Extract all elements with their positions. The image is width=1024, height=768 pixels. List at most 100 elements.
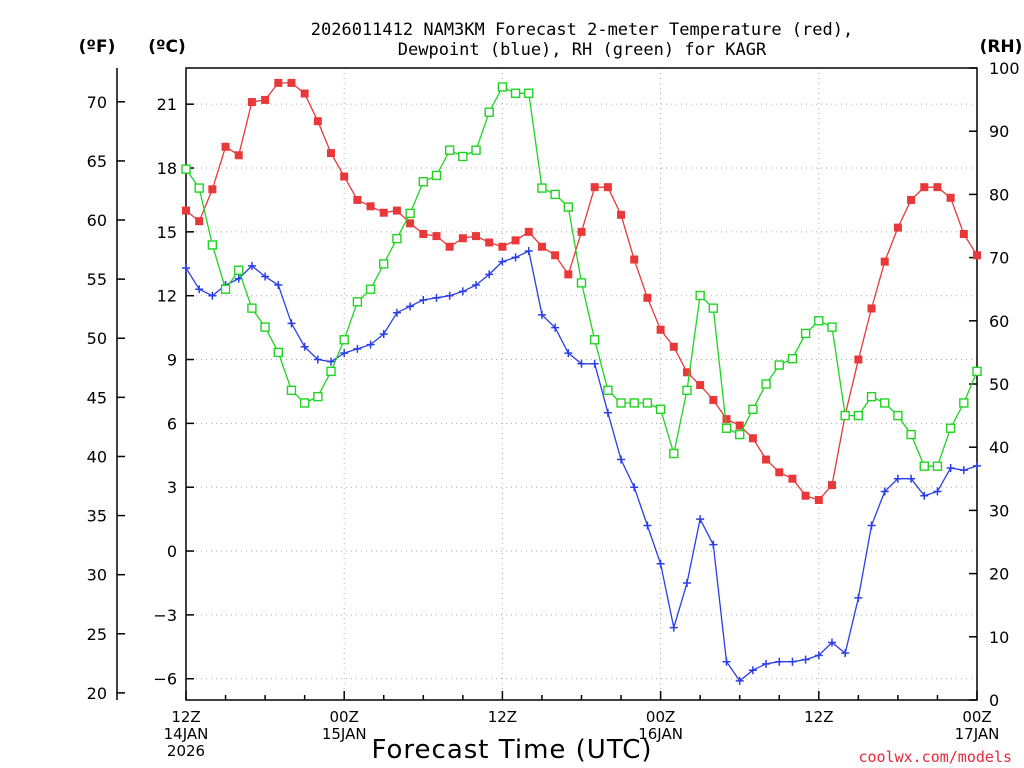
fahrenheit-tick-label: 30 (87, 566, 107, 585)
temperature-point (748, 434, 757, 443)
dewpoint-point (537, 310, 546, 319)
temperature-point (617, 210, 626, 219)
rh-point (629, 398, 639, 408)
chart-title-line1: 2026011412 NAM3KM Forecast 2-meter Tempe… (311, 20, 853, 40)
dewpoint-point (617, 455, 626, 464)
dewpoint-point (841, 649, 850, 658)
dewpoint-point (775, 657, 784, 666)
celsius-tick-label: 3 (167, 478, 177, 497)
rh-point (181, 164, 191, 174)
rh-point (721, 423, 732, 433)
temperature-point (801, 491, 810, 500)
x-tick-label: 15JAN (322, 725, 367, 743)
rh-point (880, 398, 890, 408)
rh-point (299, 398, 310, 408)
rh-point (748, 404, 758, 414)
temperature-point (893, 223, 902, 232)
dewpoint-point (564, 349, 573, 358)
temperature-point (524, 227, 533, 236)
rh-series-line (185, 86, 978, 467)
temperature-point (247, 98, 256, 107)
temperature-point (696, 381, 705, 390)
dewpoint-point (551, 323, 560, 332)
rh-point (431, 170, 442, 181)
fahrenheit-tick-label: 50 (87, 329, 107, 348)
dewpoint-point (933, 487, 942, 496)
temperature-point (867, 304, 876, 313)
rh-point (207, 240, 218, 250)
temperature-point (722, 415, 731, 424)
rh-point (563, 202, 574, 212)
temperature-point (775, 468, 784, 477)
x-tick-label: 17JAN (955, 725, 1000, 743)
rh-point (603, 385, 613, 396)
temperature-point (261, 95, 270, 104)
dewpoint-point (379, 329, 388, 338)
rh-point (708, 303, 719, 313)
dewpoint-point (669, 623, 678, 632)
rh-point (919, 461, 929, 471)
rh-tick-label: 40 (989, 438, 1009, 457)
temperature-point (973, 251, 981, 260)
temperature-point (379, 208, 388, 217)
dewpoint-point (485, 270, 494, 279)
dewpoint-point (880, 487, 889, 496)
temperature-point (959, 229, 968, 238)
dewpoint-point (419, 295, 428, 304)
x-tick-label: 14JAN (164, 725, 209, 743)
rh-point (497, 82, 508, 92)
rh-point (260, 322, 270, 332)
rh-point (616, 398, 626, 408)
dewpoint-series-line (185, 250, 978, 682)
fahrenheit-tick-label: 60 (87, 211, 107, 230)
x-tick-label: 00Z (646, 708, 675, 726)
temperature-point (577, 227, 586, 236)
rh-point (814, 316, 824, 326)
temperature-point (709, 395, 718, 404)
dewpoint-point (590, 359, 599, 368)
dewpoint-point (392, 308, 401, 317)
rh-point (774, 360, 784, 370)
rh-point (286, 385, 297, 396)
x-tick-label: 12Z (804, 708, 833, 726)
rh-point (550, 189, 560, 200)
dewpoint-point (788, 657, 797, 666)
rh-tick-label: 100 (989, 59, 1020, 78)
fahrenheit-tick-label: 55 (87, 270, 107, 289)
temperature-point (630, 255, 639, 264)
temperature-point (788, 474, 797, 483)
temperature-point (366, 202, 375, 211)
rh-point (484, 107, 494, 117)
dewpoint-point (762, 659, 771, 668)
temperature-point (353, 195, 362, 204)
dewpoint-point (287, 319, 296, 328)
rh-point (339, 335, 349, 345)
dewpoint-point (656, 559, 665, 568)
plot-frame (185, 67, 978, 701)
x-tick-label: 00Z (962, 708, 991, 726)
dewpoint-point (247, 261, 256, 270)
dewpoint-point (498, 257, 507, 266)
rh-point (893, 410, 903, 421)
x-tick-label: 12Z (171, 708, 200, 726)
dewpoint-point (867, 521, 876, 530)
temperature-point (234, 151, 243, 160)
temperature-point (195, 217, 204, 226)
rh-point (576, 278, 587, 288)
rh-point (458, 151, 468, 162)
dewpoint-point (722, 657, 731, 666)
dewpoint-point (709, 540, 718, 549)
temperature-point (458, 234, 467, 243)
rh-point (827, 322, 837, 332)
temperature-point (221, 142, 230, 151)
rh-point (761, 379, 771, 389)
rh-point (695, 290, 705, 301)
celsius-tick-label: 18 (157, 159, 177, 178)
temperature-point (313, 117, 322, 126)
dewpoint-point (696, 515, 705, 524)
rh-point (471, 145, 481, 155)
celsius-tick-label: 0 (167, 542, 177, 561)
x-tick-label: 2026 (167, 742, 205, 760)
rh-point (669, 448, 679, 459)
temperature-point (643, 293, 652, 302)
